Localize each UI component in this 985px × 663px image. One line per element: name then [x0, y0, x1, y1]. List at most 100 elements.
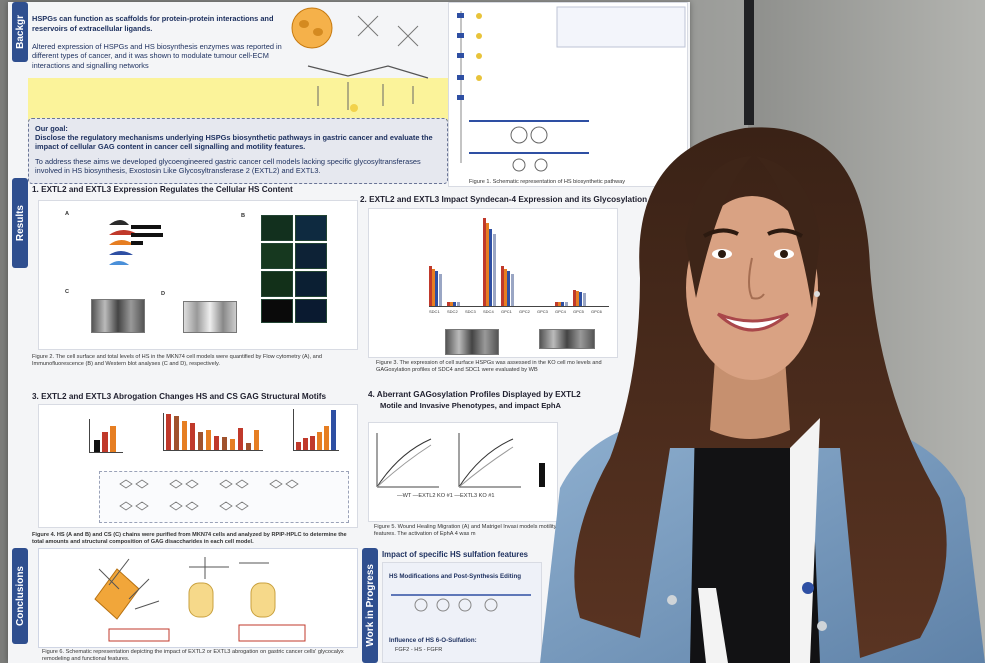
panel-d-label: D — [161, 291, 166, 297]
figure5-panel: —WT —EXTL2 KO #1 —EXTL3 KO #1 — [368, 422, 558, 522]
cs-bar — [310, 436, 315, 450]
panel-c-label: C — [65, 289, 70, 295]
disaccharide-bar — [198, 432, 203, 450]
cell-diagram — [291, 7, 429, 112]
goal-title: Our goal: — [35, 124, 68, 133]
syndecan-bar — [576, 291, 580, 306]
disaccharide-bar — [222, 437, 227, 450]
hair-front — [685, 156, 752, 298]
figure5-legend: —WT —EXTL2 KO #1 —EXTL3 KO #1 — [397, 493, 495, 499]
tab-background: Backgr — [12, 2, 28, 62]
goal-box: Our goal: Disclose the regulatory mechan… — [28, 118, 448, 184]
disaccharide-bar — [166, 414, 171, 450]
disaccharide-bar — [182, 421, 187, 450]
tab-work-in-progress: Work in Progress — [362, 548, 378, 663]
figure5-caption: Figure 5. Wound Healing Migration (A) an… — [374, 524, 557, 537]
structure-drawings — [119, 479, 299, 511]
disaccharide-chart — [163, 413, 263, 451]
figure3-caption: Figure 3. The expression of cell surface… — [376, 360, 602, 373]
wip-subtitle: HS Modifications and Post-Synthesis Edit… — [389, 573, 522, 580]
neck — [710, 358, 790, 439]
syndecan-bar — [555, 301, 558, 306]
wip-item: FGF2 - HS - FGFR — [395, 647, 443, 653]
intro-line-2: reservoirs of extracellular ligands. — [32, 24, 153, 33]
black-top — [690, 420, 820, 663]
poster-stand-pole — [744, 0, 754, 125]
disaccharide-bar — [190, 423, 195, 450]
conclusion-schematic — [94, 557, 306, 642]
section1-title: 1. EXTL2 and EXTL3 Expression Regulates … — [32, 185, 293, 194]
syndecan-bar — [453, 302, 457, 306]
disaccharide-bar — [254, 430, 259, 450]
syndecan-bar — [432, 268, 436, 306]
intro-paragraph: Altered expression of HSPGs and HS biosy… — [32, 42, 282, 70]
intro-line-1: HSPGs can function as scaffolds for prot… — [32, 14, 274, 23]
panel-b-label: B — [241, 213, 246, 219]
syndecan-bar — [429, 266, 432, 306]
figure2-caption: Figure 2. The cell surface and total lev… — [32, 354, 322, 367]
disaccharide-bar — [206, 430, 211, 450]
lanyard — [790, 418, 820, 663]
figure2-panel: A B C D — [38, 200, 358, 350]
hs-total-chart — [89, 419, 123, 453]
cs-bar — [296, 442, 301, 450]
disaccharide-bar — [238, 428, 243, 450]
flow-cytometry-histogram — [109, 220, 139, 265]
syndecan-x-label: GPC6 — [591, 309, 602, 314]
presenter-person — [540, 127, 985, 663]
tab-results-label: Results — [14, 204, 26, 242]
syndecan-bar — [504, 268, 508, 306]
section4-title-b: Motile and Invasive Phenotypes, and impa… — [380, 401, 562, 410]
syndecan-bar — [507, 271, 511, 306]
syndecan-x-label: SDC4 — [483, 309, 494, 314]
highlight-box — [28, 78, 448, 124]
figure6-caption: Figure 6. Schematic representation depic… — [42, 649, 344, 662]
syndecan-bar — [573, 290, 576, 306]
syndecan-x-label: SDC1 — [429, 309, 440, 314]
cs-bar — [303, 438, 308, 450]
syndecan-x-label: GPC4 — [555, 309, 566, 314]
wip-influence: Influence of HS 6-O-Sulfation: — [389, 637, 477, 644]
tab-conclusions-label: Conclusions — [14, 565, 26, 626]
syndecan-bar — [486, 223, 490, 306]
syndecan-bar — [564, 302, 568, 306]
figure6-panel — [38, 548, 358, 648]
migration-curves — [376, 433, 545, 488]
syndecan-x-labels: SDC1 SDC2 SDC3 SDC4 GPC1 GPC2 GPC3 GPC4 GPC5 GPC6 — [429, 309, 609, 317]
section4-title-a: 4. Aberrant GAGosylation Profiles Displa… — [368, 390, 581, 399]
syndecan-bar — [438, 273, 442, 306]
syndecan-x-label: GPC2 — [519, 309, 530, 314]
goal-text: Disclose the regulatory mechanisms under… — [35, 133, 433, 152]
syndecan-bar — [456, 302, 460, 306]
syndecan-bar — [558, 301, 562, 306]
syndecan-bar — [582, 293, 586, 306]
tab-results: Results — [12, 178, 28, 268]
section3-title: 3. EXTL2 and EXTL3 Abrogation Changes HS… — [32, 392, 327, 401]
syndecan-bar — [483, 218, 486, 306]
hair-front-right — [756, 156, 820, 308]
scientific-poster: Backgr Results Conclusions Work in Progr… — [8, 2, 690, 663]
tab-conclusions: Conclusions — [12, 548, 28, 644]
smile — [716, 312, 789, 332]
syndecan-x-label: SDC3 — [465, 309, 476, 314]
syndecan-x-label: GPC5 — [573, 309, 584, 314]
biosynthesis-pathway-diagram — [457, 6, 686, 172]
disaccharide-bar — [230, 439, 235, 450]
figure1-caption: Figure 1. Schematic representation of HS… — [469, 179, 626, 185]
figure1-panel: Figure 1. Schematic representation of HS… — [448, 2, 688, 187]
syndecan-bar — [435, 271, 439, 306]
wip-chain-diagram — [391, 594, 531, 612]
cs-bar — [331, 410, 336, 450]
disaccharide-bar — [174, 415, 179, 450]
section2-title: 2. EXTL2 and EXTL3 Impact Syndecan-4 Exp… — [360, 195, 659, 204]
face — [686, 196, 818, 380]
figure4-caption: Figure 4. HS (A and B) and CS (C) chains… — [32, 532, 347, 545]
syndecan-bar — [579, 292, 583, 306]
tab-background-label: Backgr — [14, 15, 26, 49]
syndecan-bar-chart — [429, 217, 609, 307]
syndecan-bar — [510, 273, 514, 306]
wip-panel: HS Modifications and Post-Synthesis Edit… — [382, 562, 542, 663]
figure4-panel — [38, 404, 358, 528]
tab-wip-label: Work in Progress — [364, 564, 376, 647]
